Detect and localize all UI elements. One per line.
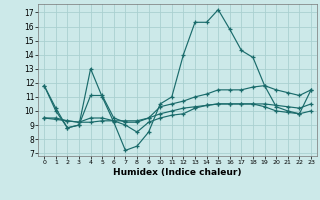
X-axis label: Humidex (Indice chaleur): Humidex (Indice chaleur) xyxy=(113,168,242,177)
